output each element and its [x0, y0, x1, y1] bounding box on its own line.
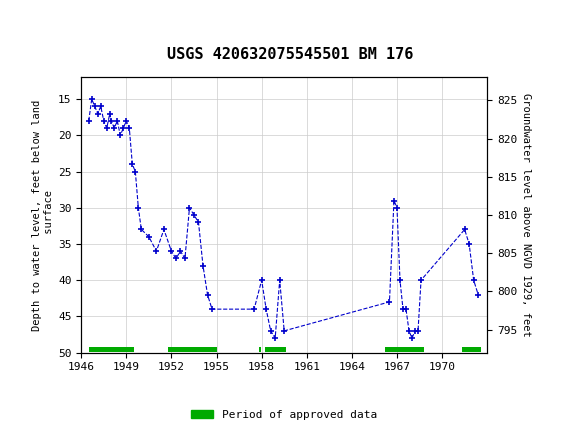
Y-axis label: Groundwater level above NGVD 1929, feet: Groundwater level above NGVD 1929, feet: [521, 93, 531, 337]
Text: USGS 420632075545501 BM 176: USGS 420632075545501 BM 176: [167, 47, 413, 62]
Y-axis label: Depth to water level, feet below land
 surface: Depth to water level, feet below land su…: [32, 99, 54, 331]
Bar: [264, 347, 286, 352]
Bar: [168, 347, 216, 352]
Text: ≡USGS: ≡USGS: [12, 17, 66, 35]
Bar: [89, 347, 134, 352]
Bar: [385, 347, 424, 352]
Bar: [259, 347, 261, 352]
Bar: [462, 347, 481, 352]
Legend: Period of approved data: Period of approved data: [187, 405, 382, 424]
